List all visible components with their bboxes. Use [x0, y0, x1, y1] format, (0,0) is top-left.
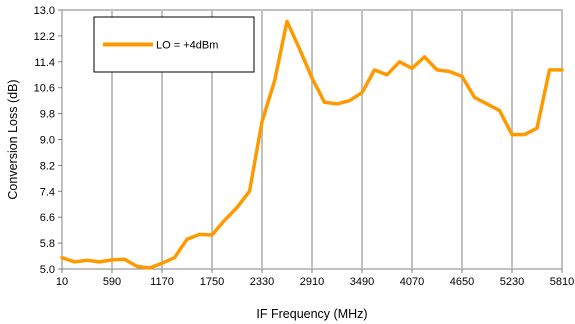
y-tick-label: 12.2 [34, 31, 55, 43]
y-tick-label: 6.6 [40, 212, 55, 224]
legend: LO = +4dBm [93, 16, 255, 73]
y-tick-label: 7.4 [40, 186, 55, 198]
x-tick-label: 4070 [400, 276, 424, 288]
x-tick-label: 2330 [250, 276, 274, 288]
y-tick-label: 10.6 [34, 83, 55, 95]
y-tick-label: 9.0 [40, 135, 55, 147]
y-tick-label: 9.8 [40, 109, 55, 121]
x-tick-label: 3490 [350, 276, 374, 288]
y-tick-label: 5.8 [40, 238, 55, 250]
x-tick-label: 5230 [500, 276, 524, 288]
x-tick-label: 4650 [450, 276, 474, 288]
y-tick-label: 13.0 [34, 5, 55, 17]
x-tick-label: 2910 [300, 276, 324, 288]
y-tick-label: 8.2 [40, 160, 55, 172]
series-layer [60, 19, 564, 270]
y-axis-ticks: 5.0 5.8 6.6 7.4 8.2 9.0 9.8 10.6 11.4 12.2 13.0 [34, 5, 62, 276]
legend-label: LO = +4dBm [156, 40, 218, 52]
y-axis-title: Conversion Loss (dB) [6, 79, 20, 199]
y-tick-label: 11.4 [34, 57, 55, 69]
x-tick-label: 1750 [200, 276, 224, 288]
x-tick-label: 590 [103, 276, 121, 288]
x-tick-label: 10 [56, 276, 68, 288]
x-tick-label: 1170 [150, 276, 174, 288]
x-tick-label: 5810 [550, 276, 574, 288]
series-line [60, 19, 564, 270]
x-axis-title: IF Frequency (MHz) [256, 307, 367, 321]
y-tick-label: 5.0 [40, 264, 55, 276]
x-axis-ticks: 10 590 1170 1750 2330 2910 3490 4070 4650 5230 581… [56, 269, 574, 288]
